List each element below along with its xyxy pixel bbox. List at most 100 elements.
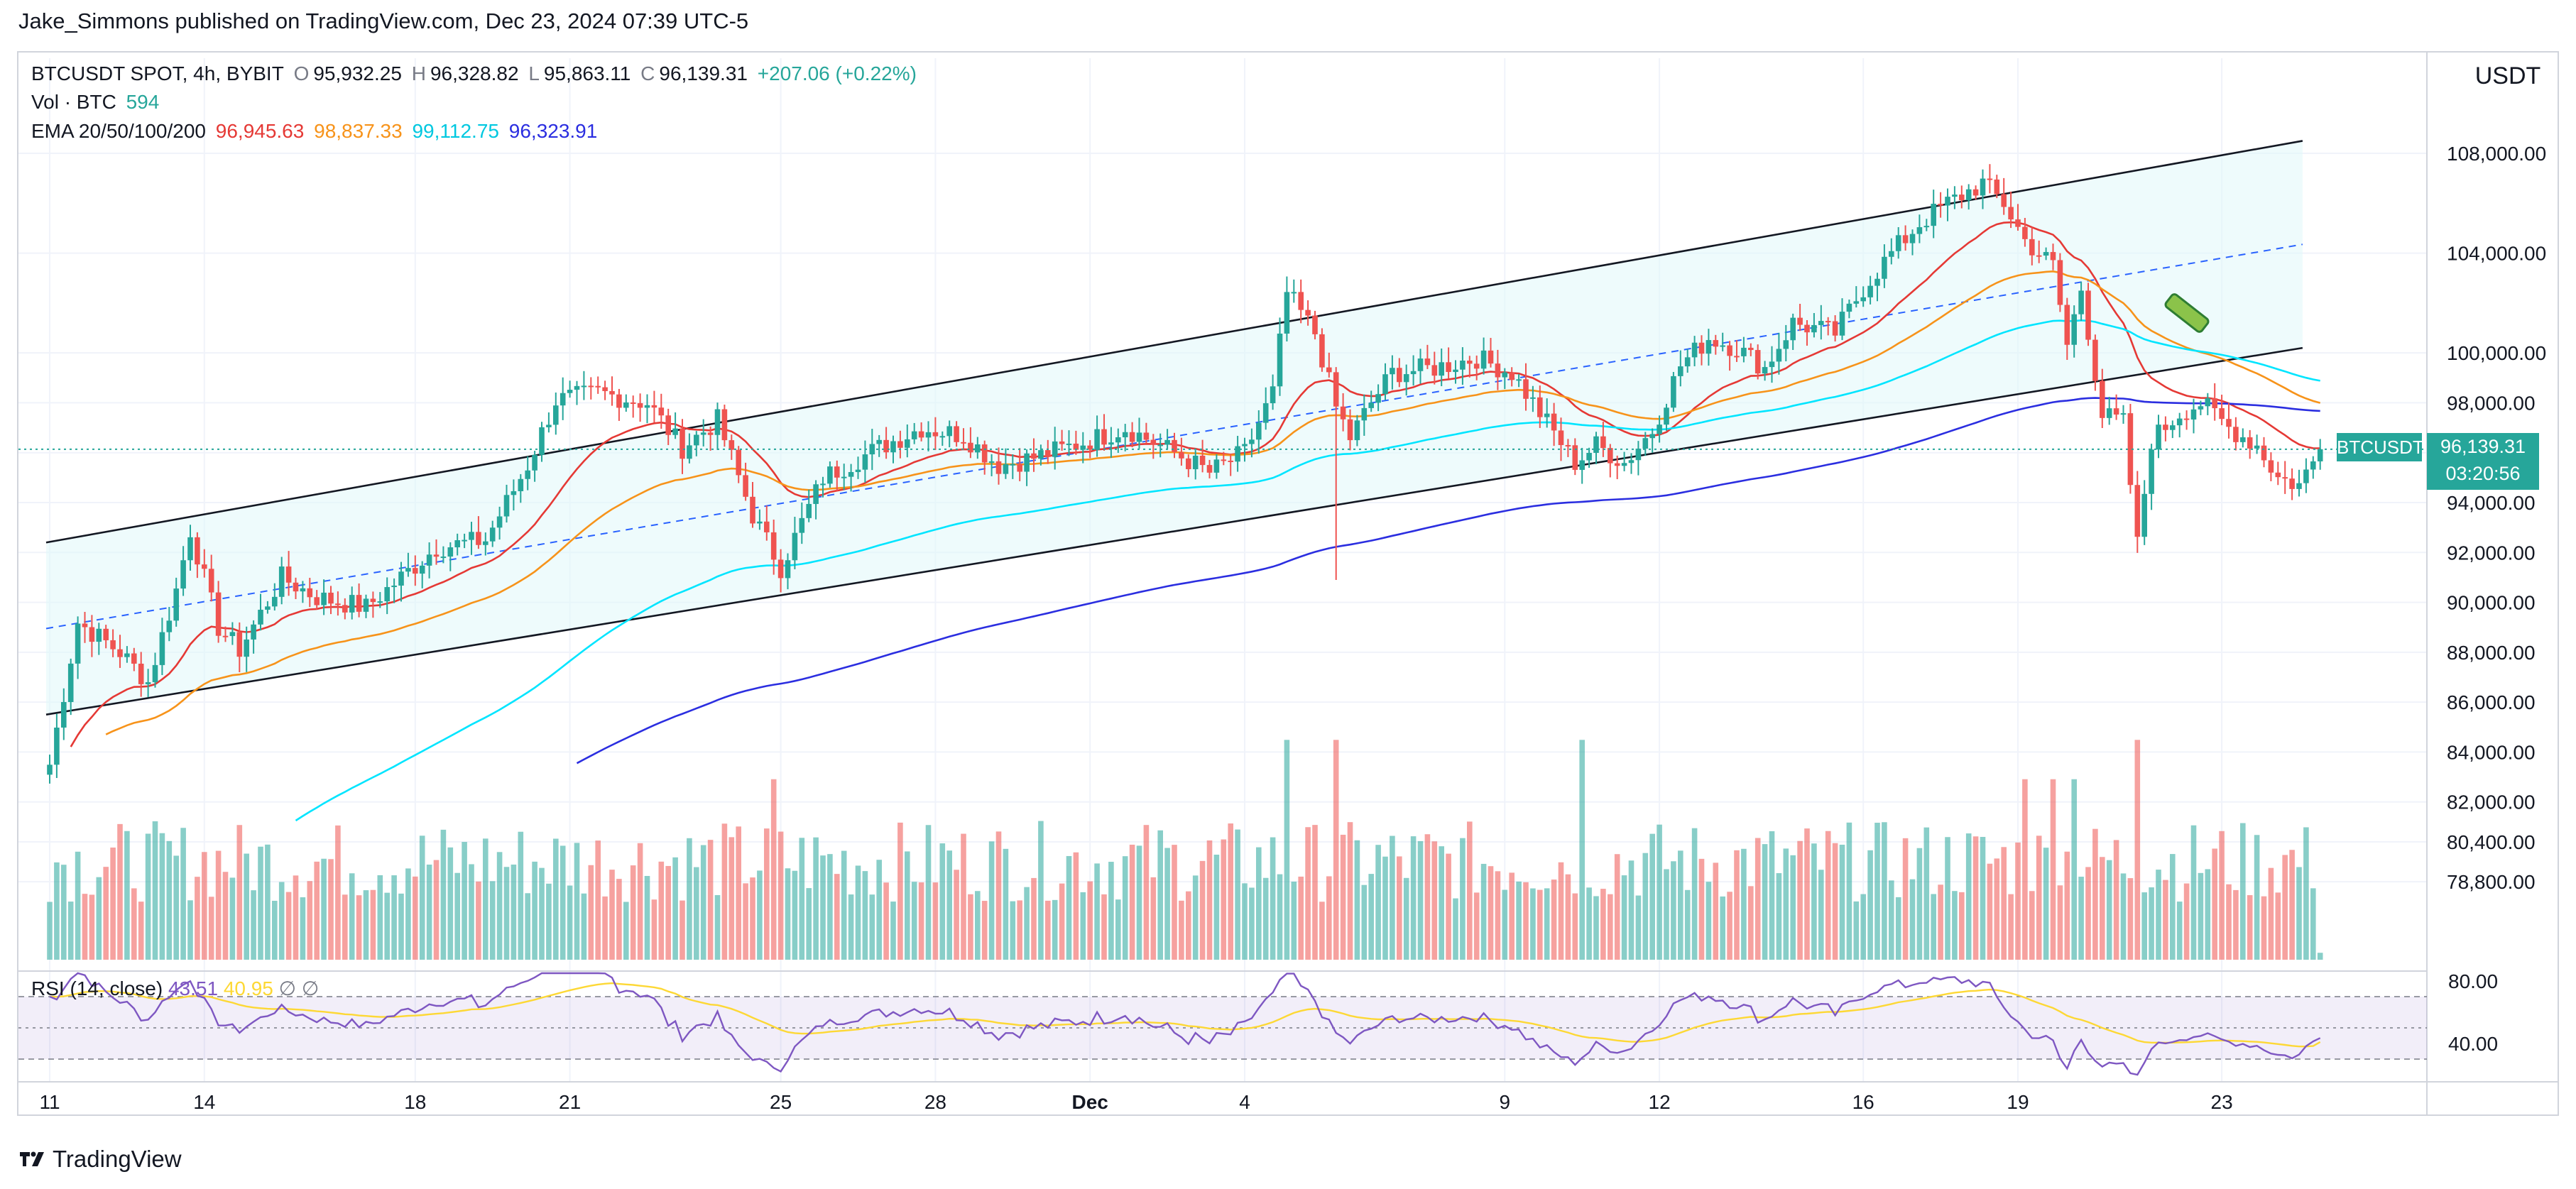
candle-body xyxy=(61,702,67,728)
candle-body xyxy=(799,517,805,533)
candle-body xyxy=(820,483,826,486)
candle-body xyxy=(813,484,819,504)
volume-label[interactable]: Vol · BTC xyxy=(31,91,116,113)
volume-bar xyxy=(1270,837,1276,960)
volume-bar xyxy=(1657,824,1662,960)
ema-label[interactable]: EMA 20/50/100/200 xyxy=(31,120,206,142)
volume-bar xyxy=(342,894,348,960)
volume-bar xyxy=(862,871,868,960)
volume-bar xyxy=(321,858,327,960)
candle-body xyxy=(1488,350,1494,364)
candle-body xyxy=(2036,255,2042,257)
volume-bar xyxy=(975,891,981,960)
volume-bar xyxy=(285,892,292,960)
volume-bar xyxy=(1741,848,1747,960)
high-label: H xyxy=(411,62,426,84)
volume-bar xyxy=(469,864,474,960)
ema-legend[interactable]: EMA 20/50/100/200 96,945.63 98,837.33 99… xyxy=(31,120,601,143)
volume-bar xyxy=(202,852,207,960)
candle-body xyxy=(440,557,447,559)
volume-bar xyxy=(1931,894,1936,960)
volume-bar xyxy=(2134,740,2141,960)
volume-bar xyxy=(876,860,882,960)
candle-body xyxy=(1804,324,1810,333)
candle-body xyxy=(2205,398,2211,407)
tradingview-footer[interactable]: TradingView xyxy=(18,1144,182,1174)
volume-bar xyxy=(616,879,622,960)
candle-body xyxy=(110,640,116,650)
candle-body xyxy=(180,560,186,589)
channel-lower-line xyxy=(45,346,2303,716)
candle-body xyxy=(707,432,714,435)
candle-body xyxy=(1157,444,1163,446)
volume-bar xyxy=(560,845,566,960)
volume-bar xyxy=(1319,902,1325,960)
close-label: C xyxy=(640,62,655,84)
volume-bar xyxy=(2303,827,2309,960)
candle-body xyxy=(1572,445,1578,470)
candle-body xyxy=(665,415,671,435)
volume-bar xyxy=(1839,844,1845,960)
volume-bar xyxy=(995,831,1002,960)
rsi-legend[interactable]: RSI (14, close) 43.51 40.95 ∅ ∅ xyxy=(31,977,319,1000)
candle-body xyxy=(314,597,320,606)
candle-body xyxy=(1705,340,1712,354)
candle-body xyxy=(1305,309,1311,316)
volume-bar xyxy=(1565,874,1571,960)
candle-body xyxy=(215,592,222,636)
candle-body xyxy=(469,532,474,540)
candle-body xyxy=(1150,439,1157,445)
candle-body xyxy=(1417,358,1424,371)
candle-body xyxy=(1052,441,1058,457)
time-axis-label: 28 xyxy=(924,1091,946,1113)
volume-bar xyxy=(1516,881,1522,960)
candle-body xyxy=(2247,437,2253,449)
volume-bar xyxy=(1705,882,1712,960)
price-axis-label: 88,000.00 xyxy=(2447,642,2536,664)
volume-bar xyxy=(1902,838,1909,960)
volume-bar xyxy=(61,865,67,960)
volume-bar xyxy=(462,842,467,960)
volume-bar xyxy=(89,894,95,960)
candle-body xyxy=(1769,361,1775,368)
candle-body xyxy=(700,432,706,435)
candle-body xyxy=(1741,347,1747,356)
candle-body xyxy=(1431,365,1438,376)
candle-body xyxy=(1846,303,1852,312)
volume-bar xyxy=(827,854,833,960)
rsi-ma-line xyxy=(49,982,2321,1048)
volume-bar xyxy=(180,828,186,960)
candle-body xyxy=(1678,366,1683,376)
candle-body xyxy=(1931,204,1936,226)
volume-bar xyxy=(2120,873,2127,960)
volume-bar xyxy=(932,882,939,960)
volume-bar xyxy=(251,890,256,960)
time-axis-label: 12 xyxy=(1649,1091,1671,1113)
volume-bar xyxy=(1354,840,1360,960)
ema50-line xyxy=(105,270,2321,735)
volume-bar xyxy=(222,872,229,960)
candle-body xyxy=(728,440,735,450)
volume-bar xyxy=(2261,896,2267,960)
candle-body xyxy=(1270,386,1276,404)
volume-bar xyxy=(2317,953,2323,960)
rsi-label[interactable]: RSI (14, close) xyxy=(31,977,163,999)
volume-bar xyxy=(1157,830,1163,960)
candle-body xyxy=(1565,444,1571,446)
currency-label[interactable]: USDT xyxy=(2474,62,2541,89)
volume-bar xyxy=(883,882,889,960)
candle-body xyxy=(89,627,95,642)
volume-bar xyxy=(905,851,910,960)
candle-body xyxy=(195,537,200,565)
volume-bar xyxy=(806,888,812,960)
volume-bar xyxy=(595,840,601,960)
candle-body xyxy=(1122,432,1128,438)
candle-body xyxy=(1635,449,1642,461)
candle-body xyxy=(1720,345,1725,347)
candle-body xyxy=(413,568,418,574)
volume-bar xyxy=(1923,827,1930,960)
symbol-name[interactable]: BTCUSDT SPOT, 4h, BYBIT xyxy=(31,62,284,84)
symbol-legend[interactable]: BTCUSDT SPOT, 4h, BYBIT O 95,932.25 H 96,3… xyxy=(31,62,921,85)
volume-legend[interactable]: Vol · BTC 594 xyxy=(31,91,163,114)
